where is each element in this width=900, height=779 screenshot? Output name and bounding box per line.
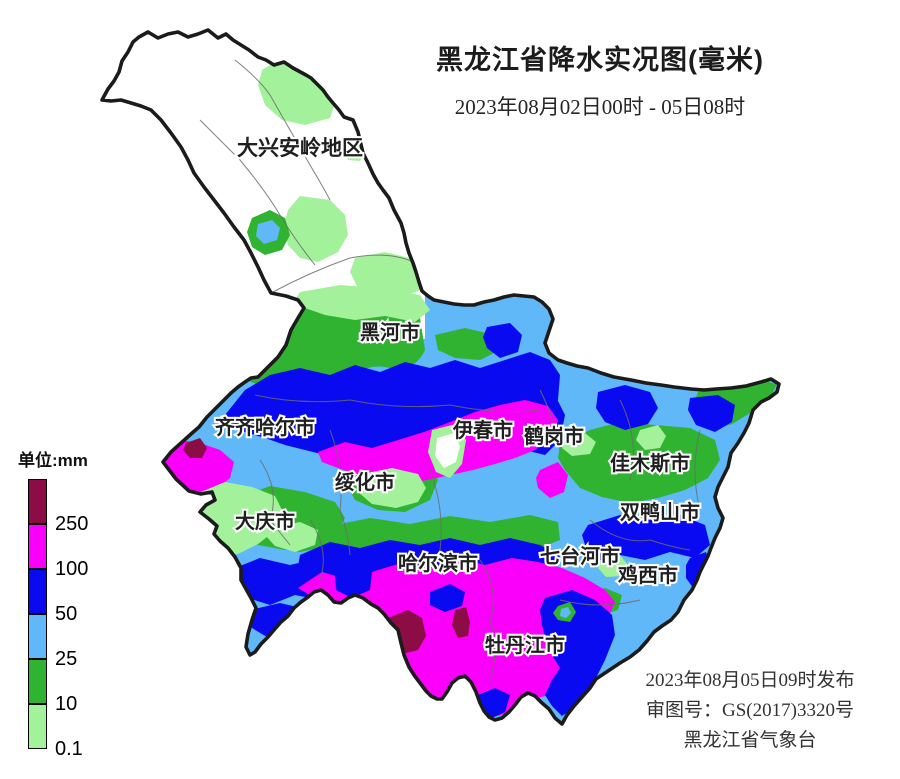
region-label-mudanjiang: 牡丹江市 xyxy=(485,633,565,657)
page-title: 黑龙江省降水实况图(毫米) xyxy=(436,45,764,75)
precip-region-maroon-bar xyxy=(452,607,470,638)
region-label-jixi: 鸡西市 xyxy=(617,563,678,587)
precip-region-blue-south-tip xyxy=(478,688,510,718)
legend-label-250: 250 xyxy=(55,513,89,535)
footer-note: 2023年08月05日09时发布 审图号：GS(2017)3320号 黑龙江省气… xyxy=(600,666,900,756)
legend-label-25: 25 xyxy=(55,648,78,670)
region-label-daqing: 大庆市 xyxy=(235,509,295,533)
legend-label-10: 10 xyxy=(55,693,78,715)
region-label-hegang: 鹤岗市 xyxy=(524,424,584,448)
legend-title: 单位:mm xyxy=(18,451,88,470)
precip-region-blue-ne2 xyxy=(688,395,735,432)
region-label-daxinganling: 大兴安岭地区 xyxy=(237,136,363,160)
legend-swatch-50 xyxy=(28,569,47,614)
region-label-heihe: 黑河市 xyxy=(360,320,420,344)
precip-region-lightgreen-suihua xyxy=(358,468,426,508)
legend-swatch-25 xyxy=(28,614,47,659)
legend-label-100: 100 xyxy=(55,558,89,580)
precip-region-magenta-south xyxy=(298,558,615,716)
precip-region-lightblue-arm-core xyxy=(256,220,280,244)
precip-region-lightgreen-ne2 xyxy=(598,555,628,577)
legend-bar: 250 100 50 25 10 0.1 xyxy=(28,479,88,760)
legend: 单位:mm 250 100 50 25 10 0.1 xyxy=(18,446,128,760)
footer-agency: 黑龙江省气象台 xyxy=(683,730,817,751)
city-labels: 大兴安岭地区 黑河市 齐齐哈尔市 伊春市 鹤岗市 佳木斯市 绥化市 双鸭山市 大… xyxy=(213,134,702,659)
region-label-harbin: 哈尔滨市 xyxy=(398,551,478,575)
legend-swatch-250 xyxy=(28,479,47,524)
precip-region-lightgreen-ne1 xyxy=(636,425,666,450)
region-label-jiamusi: 佳木斯市 xyxy=(610,451,690,475)
precip-region-maroon-west-spot xyxy=(183,438,207,458)
precip-region-lightblue-ring-core xyxy=(560,607,571,618)
precip-region-green-jiamusi xyxy=(558,422,720,503)
legend-swatch-0.1 xyxy=(28,704,47,749)
region-label-suihua: 绥化市 xyxy=(335,470,395,494)
precip-region-blue-shuangyashan xyxy=(582,515,710,560)
province-outline xyxy=(100,28,781,726)
precip-region-blue-inmag1 xyxy=(335,565,372,598)
county-boundaries xyxy=(199,59,701,681)
precip-region-white-yichun-hole xyxy=(435,433,460,468)
legend-label-0.1: 0.1 xyxy=(55,738,83,760)
precip-region-lightgreen-arm-mid xyxy=(283,196,348,262)
region-label-yichun: 伊春市 xyxy=(452,418,513,442)
legend-swatch-10 xyxy=(28,659,47,704)
precip-region-blue-ne1 xyxy=(596,385,658,430)
legend-label-50: 50 xyxy=(55,603,78,625)
precip-region-blue-heihe-spot xyxy=(483,323,522,358)
map-header: 黑龙江省降水实况图(毫米) 2023年08月02日00时 - 05日08时 xyxy=(400,38,800,121)
region-label-qitaihe: 七台河市 xyxy=(540,544,620,568)
region-label-qiqihar: 齐齐哈尔市 xyxy=(215,415,315,439)
region-label-shuangyashan: 双鸭山市 xyxy=(620,500,700,524)
footer-approval: 审图号：GS(2017)3320号 xyxy=(646,700,854,721)
page-subtitle: 2023年08月02日00时 - 05日08时 xyxy=(454,95,746,119)
precip-region-magenta-hegang xyxy=(536,462,568,498)
legend-swatch-100 xyxy=(28,524,47,569)
footer-issued: 2023年08月05日09时发布 xyxy=(645,670,855,691)
precip-region-blue-inmag2 xyxy=(430,584,465,612)
precip-region-lightgreen-arm-junction xyxy=(350,252,422,298)
precip-region-blue-southeast xyxy=(540,590,615,716)
precip-region-lightgreen-hegang-west xyxy=(562,433,596,456)
precip-region-lightgreen-daqing-south xyxy=(266,522,318,552)
